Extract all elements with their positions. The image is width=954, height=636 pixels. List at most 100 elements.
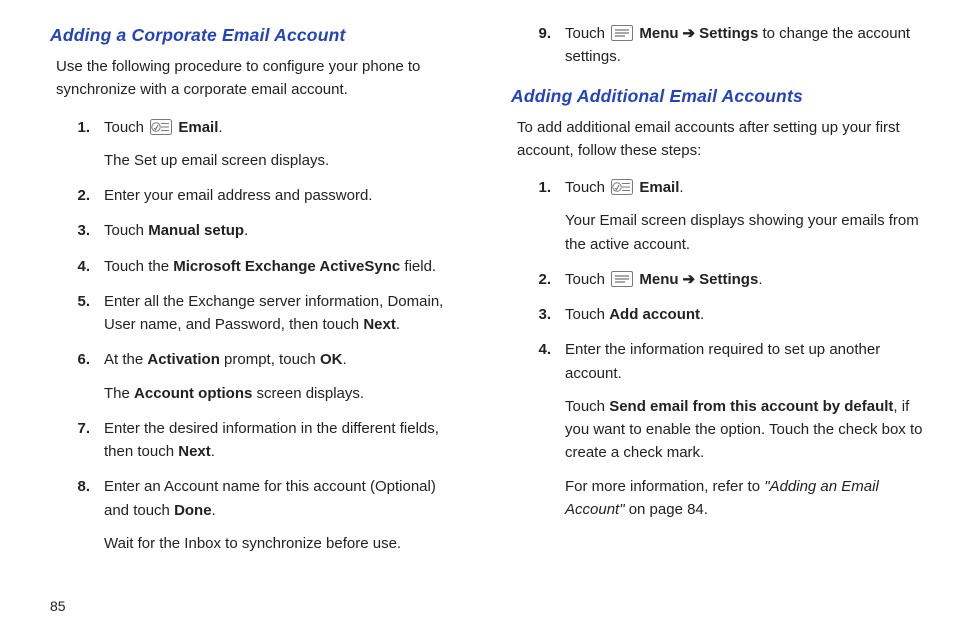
step-num: 3. <box>56 219 104 242</box>
step-body: Enter your email address and password. <box>104 184 463 207</box>
text: The <box>104 385 134 402</box>
step-num: 4. <box>517 338 565 521</box>
step-num: 9. <box>517 22 565 69</box>
step-body: Enter the desired information in the dif… <box>104 417 463 464</box>
step-body: Touch the Microsoft Exchange ActiveSync … <box>104 255 463 278</box>
step-1: 1. Touch Email. Your Email screen displa… <box>517 176 924 256</box>
step-num: 7. <box>56 417 104 464</box>
text: screen displays. <box>252 385 364 402</box>
step-body: At the Activation prompt, touch OK. The … <box>104 348 463 405</box>
step-8: 8. Enter an Account name for this accoun… <box>56 475 463 555</box>
sub-text: Wait for the Inbox to synchronize before… <box>104 532 463 555</box>
step-num: 5. <box>56 290 104 337</box>
step-5: 5. Enter all the Exchange server informa… <box>56 290 463 337</box>
step-num: 6. <box>56 348 104 405</box>
intro-additional: To add additional email accounts after s… <box>517 116 924 163</box>
step-4: 4. Enter the information required to set… <box>517 338 924 521</box>
bold: Done <box>174 502 212 519</box>
text: Enter the desired information in the dif… <box>104 420 439 460</box>
text: Touch <box>104 222 148 239</box>
step-num: 2. <box>517 268 565 291</box>
sub-text: Your Email screen displays showing your … <box>565 209 924 256</box>
intro-corporate: Use the following procedure to configure… <box>56 55 463 102</box>
bold: Menu <box>639 271 678 288</box>
step-2: 2. Touch Menu ➔Settings. <box>517 268 924 291</box>
text: . <box>218 119 222 136</box>
text: . <box>700 306 704 323</box>
text: on page 84. <box>625 501 708 518</box>
step-body: Touch Menu➔Settings to change the accoun… <box>565 22 924 69</box>
step-2: 2. Enter your email address and password… <box>56 184 463 207</box>
left-column: Adding a Corporate Email Account Use the… <box>50 22 463 636</box>
step-body: Enter the information required to set up… <box>565 338 924 521</box>
step-body: Touch Menu ➔Settings. <box>565 268 924 291</box>
bold: Manual setup <box>148 222 244 239</box>
text: For more information, refer to <box>565 478 764 495</box>
right-column: 9. Touch Menu➔Settings to change the acc… <box>511 22 924 636</box>
step-body: Enter an Account name for this account (… <box>104 475 463 555</box>
bold: Settings <box>699 271 758 288</box>
text: Touch the <box>104 258 173 275</box>
bold: Microsoft Exchange ActiveSync <box>173 258 400 275</box>
step-body: Touch Add account. <box>565 303 924 326</box>
text: Enter an Account name for this account (… <box>104 478 436 518</box>
step-3: 3. Touch Manual setup. <box>56 219 463 242</box>
step-1: 1. Touch Email. The Set up email screen … <box>56 116 463 173</box>
sub-text: For more information, refer to "Adding a… <box>565 475 924 522</box>
text: field. <box>400 258 436 275</box>
text: prompt, touch <box>220 351 320 368</box>
step-7: 7. Enter the desired information in the … <box>56 417 463 464</box>
bold: Next <box>178 443 211 460</box>
page-number: 85 <box>50 598 66 614</box>
step-num: 1. <box>56 116 104 173</box>
bold: Next <box>363 316 396 333</box>
steps-corporate-cont: 9. Touch Menu➔Settings to change the acc… <box>517 22 924 69</box>
sub-text: The Account options screen displays. <box>104 382 463 405</box>
bold: Activation <box>147 351 220 368</box>
step-9: 9. Touch Menu➔Settings to change the acc… <box>517 22 924 69</box>
sub-text: The Set up email screen displays. <box>104 149 463 172</box>
step-num: 4. <box>56 255 104 278</box>
step-num: 3. <box>517 303 565 326</box>
text: . <box>342 351 346 368</box>
bold: Send email from this account by default <box>609 398 893 415</box>
text: . <box>679 179 683 196</box>
bold: Email <box>178 119 218 136</box>
bold: Settings <box>699 25 758 42</box>
text: . <box>244 222 248 239</box>
text: . <box>396 316 400 333</box>
bold: Account options <box>134 385 252 402</box>
steps-corporate: 1. Touch Email. The Set up email screen … <box>56 116 463 556</box>
bold: Menu <box>639 25 678 42</box>
arrow-icon: ➔ <box>683 271 696 288</box>
step-4: 4. Touch the Microsoft Exchange ActiveSy… <box>56 255 463 278</box>
text: . <box>758 271 762 288</box>
text: . <box>211 443 215 460</box>
text: Touch <box>565 271 609 288</box>
step-num: 8. <box>56 475 104 555</box>
step-body: Touch Email. Your Email screen displays … <box>565 176 924 256</box>
text: Touch <box>565 306 609 323</box>
email-icon <box>611 179 633 195</box>
arrow-icon: ➔ <box>683 25 696 42</box>
step-6: 6. At the Activation prompt, touch OK. T… <box>56 348 463 405</box>
menu-icon <box>611 25 633 41</box>
step-body: Enter all the Exchange server informatio… <box>104 290 463 337</box>
sub-text: Touch Send email from this account by de… <box>565 395 924 465</box>
text: Enter the information required to set up… <box>565 341 880 381</box>
text: Touch <box>104 119 148 136</box>
step-num: 2. <box>56 184 104 207</box>
step-body: Touch Email. The Set up email screen dis… <box>104 116 463 173</box>
text: Touch <box>565 25 609 42</box>
text: . <box>212 502 216 519</box>
text: Touch <box>565 179 609 196</box>
email-icon <box>150 119 172 135</box>
heading-additional: Adding Additional Email Accounts <box>511 83 924 110</box>
menu-icon <box>611 271 633 287</box>
bold: Email <box>639 179 679 196</box>
steps-additional: 1. Touch Email. Your Email screen displa… <box>517 176 924 521</box>
heading-corporate: Adding a Corporate Email Account <box>50 22 463 49</box>
text: Touch <box>565 398 609 415</box>
step-3: 3. Touch Add account. <box>517 303 924 326</box>
text: At the <box>104 351 147 368</box>
